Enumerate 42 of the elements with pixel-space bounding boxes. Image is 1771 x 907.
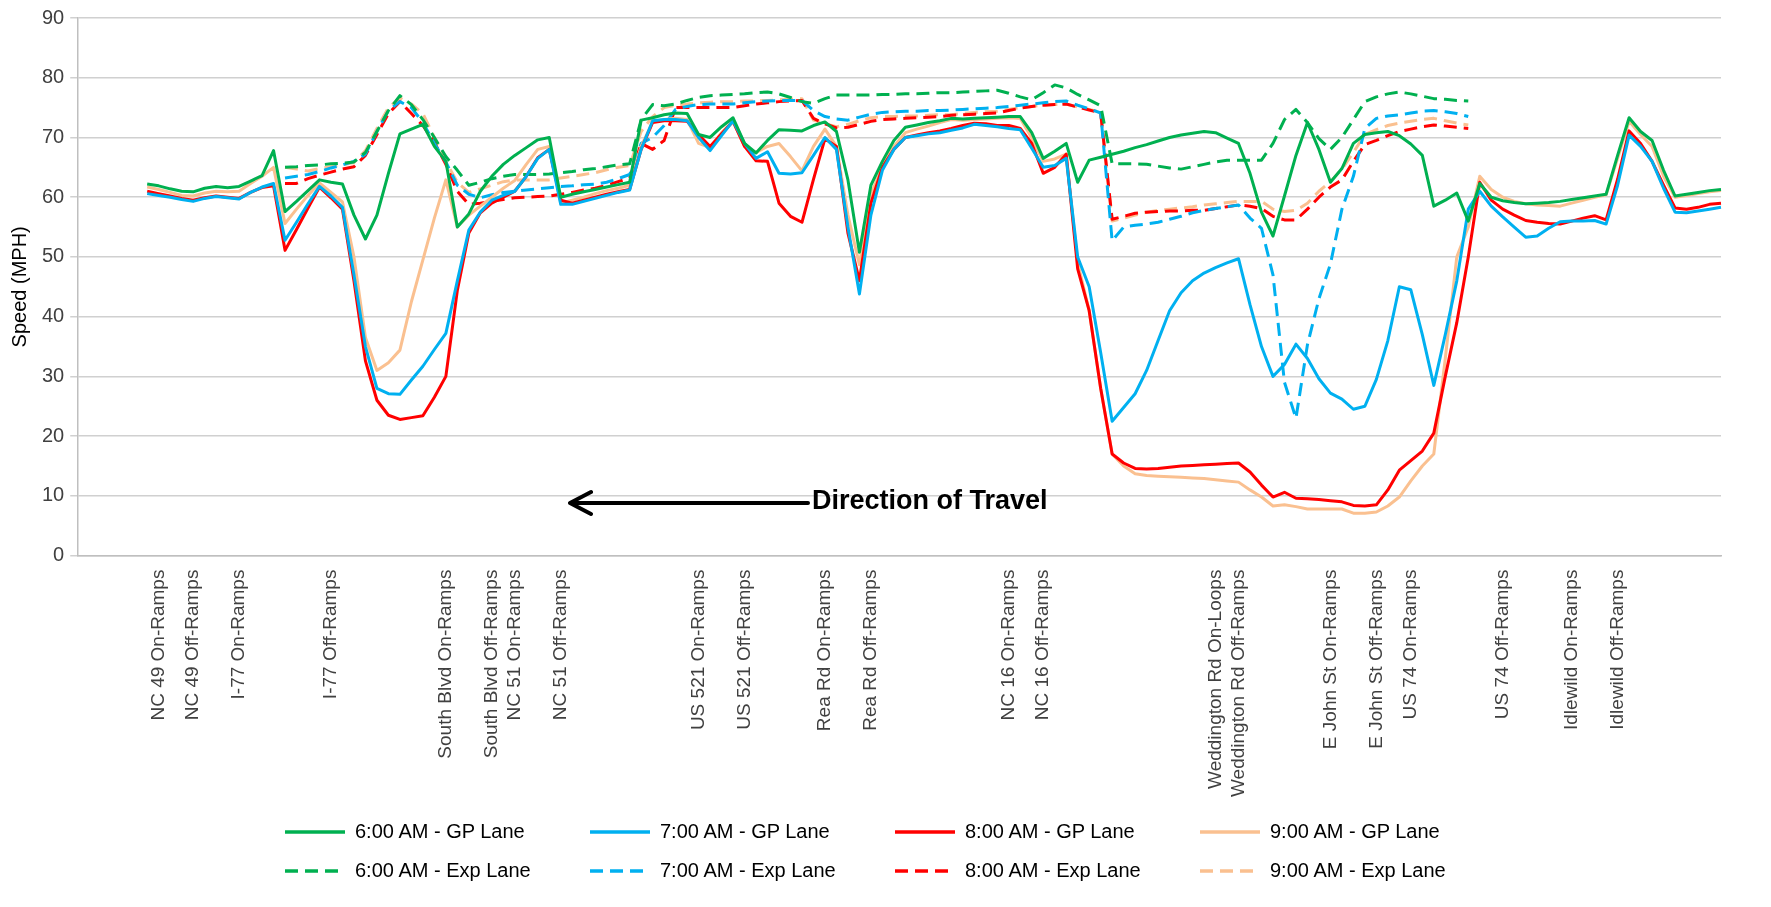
legend-label: 7:00 AM - Exp Lane [660, 859, 836, 882]
legend-label: 7:00 AM - GP Lane [660, 820, 830, 843]
x-tick-label: I-77 On-Ramps [227, 569, 249, 700]
x-tick-label: E John St Off-Ramps [1364, 569, 1386, 749]
x-tick-label: E John St On-Ramps [1318, 569, 1340, 750]
y-tick-label: 10 [42, 483, 65, 506]
legend-label: 8:00 AM - Exp Lane [965, 859, 1141, 882]
x-tick-label: NC 49 Off-Ramps [181, 569, 203, 721]
x-tick-label: Idlewild Off-Ramps [1605, 569, 1627, 730]
x-tick-label: I-77 Off-Ramps [319, 569, 341, 700]
y-tick-label: 60 [42, 184, 65, 207]
x-tick-label: South Blvd On-Ramps [434, 569, 456, 759]
legend-label: 9:00 AM - Exp Lane [1270, 859, 1446, 882]
x-tick-label: NC 49 On-Ramps [146, 569, 168, 721]
x-tick-label: Idlewild On-Ramps [1559, 569, 1581, 731]
x-tick-label: Rea Rd Off-Ramps [859, 569, 881, 731]
legend-label: 6:00 AM - GP Lane [355, 820, 525, 843]
x-tick-label: NC 16 On-Ramps [996, 569, 1018, 721]
y-tick-label: 30 [42, 363, 65, 386]
y-tick-label: 70 [42, 124, 65, 147]
x-tick-label: US 521 Off-Ramps [732, 569, 754, 730]
y-tick-label: 0 [53, 543, 65, 566]
x-tick-label: Rea Rd On-Ramps [813, 569, 835, 732]
x-tick-label: NC 51 Off-Ramps [548, 569, 570, 721]
x-tick-label: Weddington Rd On-Loops [1203, 569, 1225, 789]
annotation: Direction of Travel [812, 485, 1048, 516]
x-tick-label: South Blvd Off-Ramps [480, 569, 502, 759]
x-tick-label: NC 16 Off-Ramps [1031, 569, 1053, 721]
legend-label: 8:00 AM - GP Lane [965, 820, 1135, 843]
y-axis-title: Speed (MPH) [7, 226, 30, 348]
legend-label: 6:00 AM - Exp Lane [355, 859, 531, 882]
x-tick-label: Weddington Rd Off-Ramps [1226, 569, 1248, 797]
x-tick-label: US 74 On-Ramps [1399, 569, 1421, 720]
x-tick-label: NC 51 On-Ramps [503, 569, 525, 721]
y-tick-label: 20 [42, 423, 65, 446]
y-tick-label: 80 [42, 65, 65, 88]
legend-label: 9:00 AM - GP Lane [1270, 820, 1440, 843]
y-tick-label: 90 [42, 5, 65, 28]
y-tick-label: 50 [42, 244, 65, 267]
x-tick-label: US 521 On-Ramps [686, 569, 708, 731]
x-tick-label: US 74 Off-Ramps [1490, 569, 1512, 720]
y-tick-label: 40 [42, 304, 65, 327]
